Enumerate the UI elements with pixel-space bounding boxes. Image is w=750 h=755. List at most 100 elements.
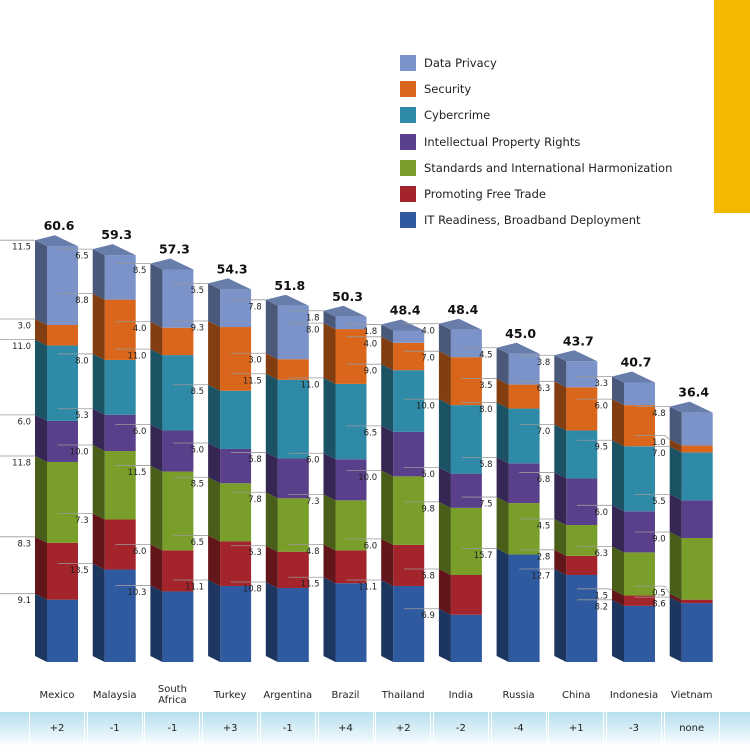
rank-change-cell: +4 bbox=[317, 712, 374, 746]
bar-top-face bbox=[612, 371, 655, 383]
segment-value-label: 1.5 bbox=[594, 591, 608, 601]
bar-segment-side bbox=[554, 381, 567, 431]
segment-value-label: 7.8 bbox=[248, 495, 262, 505]
bar-segment bbox=[450, 329, 482, 358]
legend-label: Data Privacy bbox=[424, 56, 497, 71]
bar-segment-side bbox=[265, 452, 278, 499]
bar-segment-side bbox=[669, 439, 682, 453]
bar-segment-side bbox=[92, 445, 105, 520]
bar-segment-side bbox=[496, 548, 509, 662]
segment-value-label: 8.2 bbox=[594, 602, 608, 612]
bar-total-label: 48.4 bbox=[390, 302, 421, 317]
bar-segment bbox=[393, 431, 425, 477]
bar-segment-side bbox=[496, 347, 509, 385]
segment-value-label: 8.5 bbox=[191, 387, 205, 397]
bar-segment-side bbox=[208, 321, 221, 391]
bar-segment bbox=[450, 405, 482, 474]
bar-top-face bbox=[669, 401, 713, 413]
bar-segment-side bbox=[208, 384, 221, 449]
bar-segment-side bbox=[554, 424, 567, 479]
segment-value-label: 5.3 bbox=[75, 411, 89, 421]
segment-value-label: 7.3 bbox=[306, 497, 320, 507]
bar-segment bbox=[104, 414, 136, 452]
bar-top-face bbox=[438, 318, 482, 330]
segment-value-label: 7.0 bbox=[421, 354, 435, 364]
bar-segment bbox=[220, 448, 252, 484]
segment-value-label: 8.6 bbox=[652, 600, 666, 610]
segment-value-label: 9.3 bbox=[191, 324, 205, 334]
bar-segment bbox=[47, 324, 78, 346]
bar-segment bbox=[162, 591, 194, 662]
legend-label: Intellectual Property Rights bbox=[424, 134, 581, 149]
segment-value-label: 11.5 bbox=[243, 376, 262, 386]
bar-thailand: 11.1 6.0 10.0 6.5 9.0 4.0 1.8 48.4 bbox=[346, 302, 425, 662]
rank-change-cell: +2 bbox=[29, 712, 85, 746]
bar-total-label: 48.4 bbox=[447, 302, 478, 317]
bar-segment bbox=[393, 342, 425, 371]
bar-segment bbox=[681, 452, 713, 501]
bar-segment-side bbox=[92, 513, 105, 570]
bar-segment-side bbox=[92, 249, 105, 300]
accent-block bbox=[714, 0, 750, 213]
bar-segment-side bbox=[554, 569, 567, 662]
bar-segment bbox=[220, 327, 252, 391]
rank-change-cell: -4 bbox=[490, 712, 547, 746]
bar-total-label: 51.8 bbox=[274, 278, 305, 293]
bar-segment-side bbox=[438, 399, 451, 474]
bar-total-label: 36.4 bbox=[678, 385, 709, 400]
bar-segment bbox=[162, 355, 194, 431]
bar-total-label: 59.3 bbox=[101, 227, 132, 242]
legend-swatch bbox=[400, 212, 416, 229]
bar-turkey: 11.1 6.5 8.5 5.0 8.5 9.3 5.5 54.3 bbox=[173, 261, 252, 662]
segment-value-label: 6.0 bbox=[594, 508, 608, 518]
bar-segment bbox=[162, 430, 194, 472]
legend-swatch bbox=[400, 81, 416, 98]
segment-value-label: 1.8 bbox=[364, 327, 378, 337]
legend-item: Standards and International Harmonizatio… bbox=[400, 155, 672, 181]
segment-value-label: 2.8 bbox=[537, 552, 551, 562]
segment-value-label: 6.5 bbox=[364, 428, 378, 438]
segment-value-label: 10.0 bbox=[416, 402, 435, 412]
bar-segment bbox=[566, 387, 598, 431]
bar-segment bbox=[277, 359, 309, 380]
legend-item: Intellectual Property Rights bbox=[400, 129, 672, 155]
category-label: Mexico bbox=[39, 690, 75, 701]
bar-segment-side bbox=[265, 492, 278, 552]
bar-top-face bbox=[35, 235, 78, 247]
bar-segment bbox=[335, 550, 367, 584]
segment-value-label: 9.1 bbox=[17, 596, 31, 606]
legend-label: Promoting Free Trade bbox=[424, 187, 546, 202]
segment-value-label: 15.7 bbox=[474, 551, 493, 561]
bar-segment-side bbox=[323, 544, 336, 584]
bar-top-face bbox=[92, 244, 136, 256]
segment-value-label: 11.0 bbox=[127, 352, 146, 362]
bar-segment bbox=[566, 361, 598, 388]
segment-value-label: 5.3 bbox=[248, 548, 262, 558]
segment-value-label: 12.7 bbox=[531, 572, 550, 582]
bar-segment-side bbox=[612, 505, 624, 553]
segment-value-label: 6.3 bbox=[594, 549, 608, 559]
bar-vietnam: 8.60.5 9.0 5.5 7.01.0 4.8 36.4 bbox=[634, 385, 713, 662]
bar-segment-side bbox=[669, 406, 682, 446]
bar-segment-side bbox=[438, 608, 451, 662]
segment-value-label: 11.5 bbox=[127, 468, 146, 478]
bar-segment-side bbox=[35, 593, 47, 662]
bar-total-label: 40.7 bbox=[621, 355, 652, 370]
bar-segment-side bbox=[438, 569, 451, 615]
bar-segment bbox=[277, 588, 309, 662]
bar-segment-side bbox=[669, 593, 682, 604]
bar-segment-side bbox=[150, 585, 163, 662]
segment-value-label: 6.5 bbox=[191, 538, 205, 548]
bar-total-label: 60.6 bbox=[44, 218, 75, 233]
category-label: Turkey bbox=[213, 690, 247, 701]
bar-segment-side bbox=[669, 532, 682, 600]
bar-segment-side bbox=[265, 299, 278, 360]
bar-segment-side bbox=[35, 339, 47, 421]
bar-south-africa: 10.3 6.0 11.5 6.0 11.0 4.0 8.5 57.3 bbox=[115, 241, 194, 662]
bar-segment bbox=[104, 569, 136, 662]
bar-segment bbox=[335, 383, 367, 460]
segment-value-label: 6.0 bbox=[364, 541, 378, 551]
segment-value-label: 6.9 bbox=[421, 611, 435, 621]
bar-segment bbox=[335, 459, 367, 501]
bar-segment bbox=[624, 405, 655, 447]
